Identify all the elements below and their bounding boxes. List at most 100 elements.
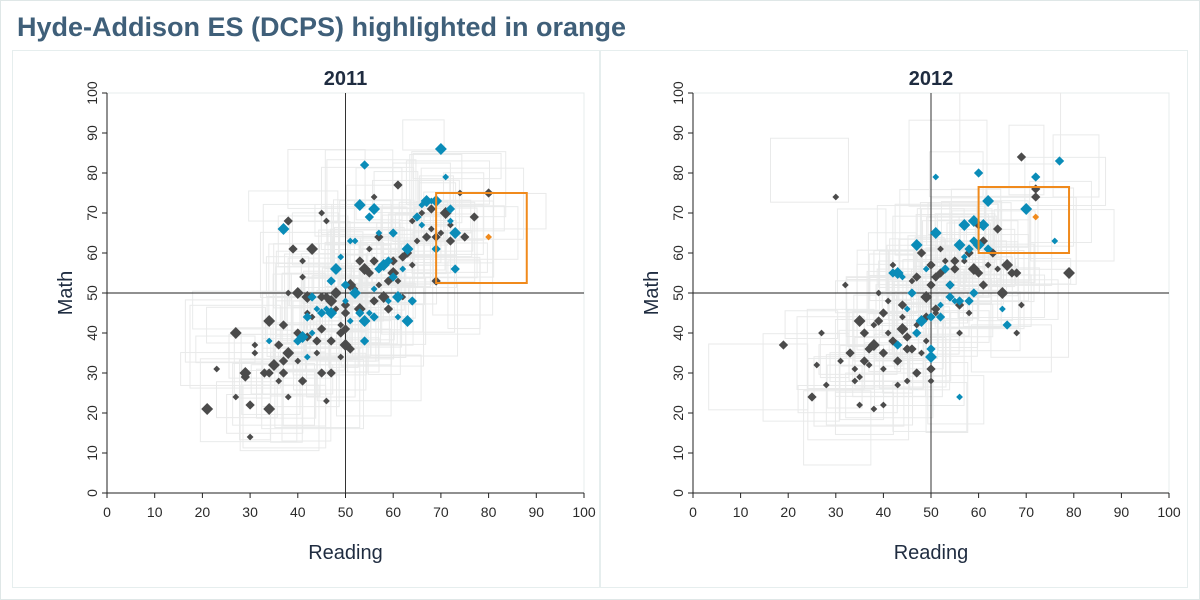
data-point bbox=[915, 315, 928, 327]
data-point bbox=[245, 400, 255, 410]
panel-2012-frame bbox=[600, 50, 1188, 588]
ghost-range bbox=[932, 234, 1030, 302]
data-point bbox=[926, 260, 936, 270]
data-point bbox=[330, 287, 342, 299]
y-tick-label: 100 bbox=[670, 81, 686, 105]
data-point bbox=[246, 433, 254, 441]
data-point bbox=[383, 304, 394, 314]
ghost-range bbox=[359, 276, 438, 305]
data-point bbox=[973, 168, 984, 178]
data-point bbox=[902, 344, 912, 354]
data-point bbox=[982, 195, 995, 207]
data-point bbox=[1031, 192, 1041, 202]
x-tick-label: 10 bbox=[733, 504, 749, 520]
data-point bbox=[325, 295, 338, 307]
data-point bbox=[369, 296, 379, 306]
ghost-range bbox=[262, 203, 333, 264]
x-tick-label: 70 bbox=[1018, 504, 1034, 520]
data-point bbox=[388, 256, 398, 266]
x-tick-label: 80 bbox=[1066, 504, 1082, 520]
data-point bbox=[408, 217, 416, 225]
chart-2012: 0 10 20 30 40 50 60 70 80 90 100 0 10 20 30 40 50 60 70 80 9… bbox=[641, 68, 1181, 564]
data-point bbox=[926, 364, 936, 374]
data-point bbox=[442, 173, 450, 181]
ghost-range bbox=[376, 222, 425, 306]
data-point bbox=[884, 297, 892, 305]
y-tick-label: 30 bbox=[84, 365, 100, 381]
data-point bbox=[992, 224, 1003, 234]
data-point bbox=[951, 297, 959, 305]
y-tick-label: 0 bbox=[670, 489, 686, 497]
y-axis-label: Math bbox=[641, 271, 663, 315]
data-point bbox=[312, 336, 322, 346]
data-point bbox=[369, 256, 379, 266]
data-point bbox=[345, 344, 355, 354]
ghost-range bbox=[291, 212, 340, 266]
data-point bbox=[316, 308, 327, 318]
data-point bbox=[889, 261, 897, 269]
ghost-range bbox=[835, 280, 907, 314]
ghost-range bbox=[394, 213, 431, 288]
data-point bbox=[340, 300, 351, 310]
data-point bbox=[264, 368, 274, 378]
data-point bbox=[374, 232, 384, 242]
ghost-range bbox=[1030, 209, 1115, 262]
ghost-range bbox=[803, 390, 872, 466]
data-point bbox=[365, 245, 373, 253]
data-point bbox=[1020, 203, 1033, 215]
chart-title: 2011 bbox=[324, 68, 367, 90]
data-point bbox=[375, 229, 383, 237]
data-point bbox=[896, 323, 909, 335]
data-point bbox=[340, 324, 351, 334]
data-point bbox=[450, 264, 460, 274]
data-point bbox=[265, 337, 273, 345]
data-point bbox=[870, 405, 878, 413]
data-point bbox=[807, 392, 817, 402]
data-point bbox=[418, 209, 426, 217]
data-point bbox=[283, 216, 293, 226]
data-point bbox=[323, 397, 330, 405]
x-tick-label: 0 bbox=[689, 504, 697, 520]
data-point bbox=[916, 248, 927, 258]
data-point bbox=[278, 356, 289, 366]
chart-title: 2012 bbox=[909, 68, 954, 90]
data-point bbox=[393, 180, 403, 190]
data-point bbox=[445, 204, 456, 214]
data-point bbox=[937, 245, 944, 253]
data-point bbox=[275, 377, 283, 385]
ghost-range bbox=[708, 343, 809, 411]
data-point bbox=[1031, 172, 1041, 182]
data-point bbox=[845, 348, 855, 358]
data-point bbox=[316, 324, 327, 334]
data-point bbox=[978, 280, 989, 290]
ghost-range bbox=[853, 294, 898, 362]
y-tick-label: 60 bbox=[84, 245, 100, 261]
data-point bbox=[399, 265, 407, 273]
data-point bbox=[364, 268, 375, 278]
y-tick-label: 100 bbox=[84, 81, 100, 105]
data-point bbox=[355, 308, 365, 318]
data-point bbox=[469, 212, 479, 222]
data-point bbox=[401, 315, 414, 327]
y-tick-label: 0 bbox=[84, 489, 100, 497]
data-point bbox=[302, 312, 313, 322]
data-point bbox=[370, 193, 378, 201]
ghost-range bbox=[447, 260, 481, 330]
data-point bbox=[299, 273, 306, 281]
data-point bbox=[818, 329, 825, 337]
ghost-range bbox=[1029, 180, 1092, 244]
data-point bbox=[1051, 237, 1059, 245]
data-point bbox=[926, 280, 936, 290]
y-tick-label: 20 bbox=[84, 405, 100, 421]
data-point bbox=[958, 219, 971, 231]
data-point bbox=[392, 291, 404, 303]
data-point bbox=[983, 244, 993, 254]
data-point bbox=[358, 315, 371, 327]
ghost-range bbox=[990, 268, 1070, 358]
x-tick-label: 100 bbox=[572, 504, 596, 520]
y-axis-label: Math bbox=[55, 271, 77, 315]
data-point bbox=[303, 353, 311, 361]
data-point bbox=[346, 317, 354, 325]
data-point bbox=[447, 221, 454, 229]
data-point bbox=[964, 296, 974, 306]
